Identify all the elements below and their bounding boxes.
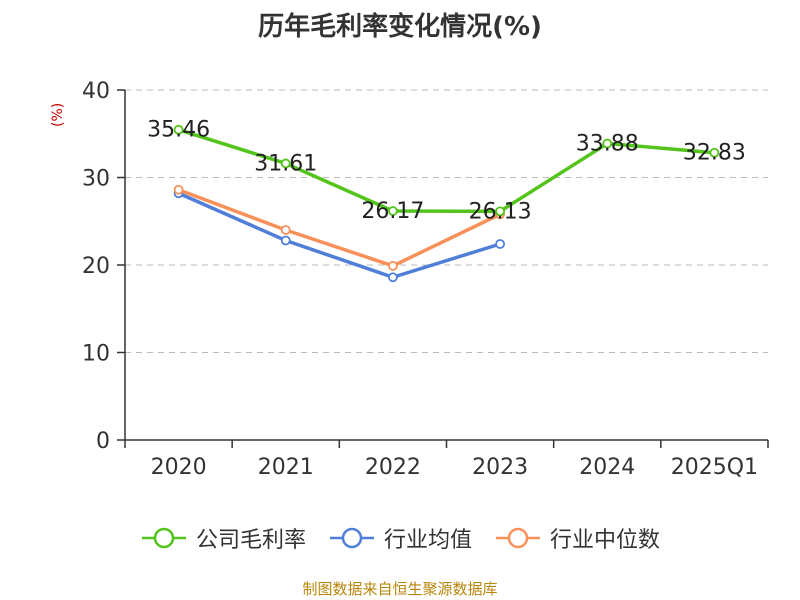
legend-label-company: 公司毛利率 xyxy=(195,528,306,553)
series-0-point-2023 xyxy=(495,206,505,217)
legend-marker-industry-median-icon xyxy=(496,527,540,549)
y-tick-label-20: 20 xyxy=(82,254,110,279)
series-line-2 xyxy=(177,188,501,268)
x-tick-label-2020: 2020 xyxy=(151,455,207,480)
legend-item-company[interactable]: 公司毛利率 xyxy=(140,522,306,554)
y-tick-label-10: 10 xyxy=(82,342,110,367)
chart-title: 历年毛利率变化情况(%) xyxy=(258,12,542,42)
legend-item-industry-median[interactable]: 行业中位数 xyxy=(494,522,660,554)
data-label-2024: 33.88 xyxy=(576,132,639,157)
series-line-1 xyxy=(177,191,501,279)
x-tick-label-2025Q1: 2025Q1 xyxy=(671,455,758,480)
legend: 公司毛利率 行业均值 行业中位数 xyxy=(0,522,800,554)
legend-label-industry-median: 行业中位数 xyxy=(550,528,661,553)
y-tick-label-0: 0 xyxy=(96,429,110,454)
data-label-2023: 26.13 xyxy=(469,199,532,224)
line-chart: 0 10 20 30 40 2020 2021 2022 2023 2024 2025Q1 35.46… xyxy=(82,79,769,480)
data-label-2021: 31.61 xyxy=(254,151,317,176)
legend-item-industry-mean[interactable]: 行业均值 xyxy=(328,522,472,554)
data-source-note: 制图数据来自恒生聚源数据库 xyxy=(302,580,498,598)
series-2-point-2021 xyxy=(280,225,291,235)
legend-marker-industry-mean-icon xyxy=(329,527,374,549)
data-label-2020: 35.46 xyxy=(147,118,210,143)
series-1-point-2022 xyxy=(388,272,398,283)
data-label-2025Q1: 32.83 xyxy=(683,141,746,166)
y-tick-label-40: 40 xyxy=(82,79,110,104)
series-0-point-2022 xyxy=(388,206,398,216)
legend-label-industry-mean: 行业均值 xyxy=(383,528,472,553)
series-0-point-2024 xyxy=(602,138,613,149)
x-tick-label-2024: 2024 xyxy=(579,455,635,480)
series-0-point-2025Q1 xyxy=(709,147,720,158)
series-0-point-2021 xyxy=(280,158,291,169)
legend-marker-company-icon xyxy=(141,527,186,549)
series-2-point-2020 xyxy=(173,184,184,195)
series-2-point-2022 xyxy=(388,260,398,271)
data-label-2022: 26.17 xyxy=(361,199,424,224)
series-1-point-2021 xyxy=(280,235,291,246)
series-line-0 xyxy=(178,128,715,214)
x-tick-label-2022: 2022 xyxy=(365,455,421,480)
y-tick-label-30: 30 xyxy=(82,167,110,192)
series-0-point-2020 xyxy=(173,124,184,135)
series-1-point-2023 xyxy=(495,239,505,249)
x-tick-label-2021: 2021 xyxy=(258,455,314,480)
x-tick-label-2023: 2023 xyxy=(472,455,528,480)
